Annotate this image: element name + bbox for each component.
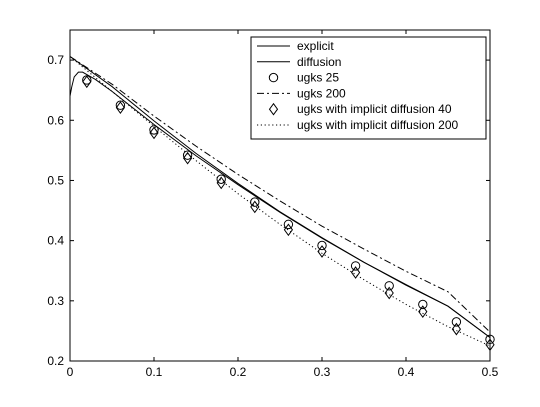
series-layer [69, 56, 495, 352]
legend-box [250, 36, 487, 140]
data-point-diamond [250, 200, 260, 214]
data-point-circle [115, 100, 126, 110]
data-point-circle [350, 261, 361, 271]
series-line-diffusion [69, 56, 491, 338]
data-point-diamond [216, 176, 226, 190]
x-tick-label: 0.5 [482, 365, 499, 379]
legend-item-explicit: explicit [257, 39, 334, 53]
y-tick-label: 0.5 [47, 173, 64, 187]
tick-layer: 0 0.1 0.2 0.3 0.4 0.5 0.2 0.3 0.4 0.5 0.6 0.7 [47, 30, 499, 379]
x-tick-label: 0.1 [146, 365, 163, 379]
data-point-diamond [418, 305, 428, 319]
x-tick-label: 0.3 [314, 365, 331, 379]
legend-item-ugks-25: ugks 25 [268, 71, 339, 85]
y-tick-label: 0.3 [47, 294, 64, 308]
data-point-diamond [283, 223, 294, 237]
data-point-diamond [350, 266, 361, 279]
data-point-circle [317, 240, 327, 251]
legend-label: explicit [297, 39, 334, 53]
x-tick-label: 0.2 [230, 365, 247, 379]
legend-label: diffusion [297, 55, 341, 69]
data-point-circle [182, 150, 193, 160]
legend-swatch-diamond [268, 102, 279, 116]
legend-item-diffusion: diffusion [257, 55, 341, 69]
y-tick-label: 0.4 [47, 234, 64, 248]
series-diffusion [69, 56, 491, 338]
y-tick-label: 0.7 [47, 53, 64, 67]
data-point-diamond [384, 286, 394, 300]
data-point-diamond [115, 101, 126, 114]
data-point-diamond [149, 126, 159, 140]
x-tick-label: 0.4 [398, 365, 415, 379]
legend-label: ugks 200 [297, 86, 346, 100]
series-ugks-200 [69, 56, 491, 333]
data-point-circle [384, 281, 394, 291]
series-ugks-with-implicit-diffusion-40 [82, 75, 495, 352]
y-tick-label: 0.6 [47, 113, 64, 127]
legend-item-ugks-200: ugks 200 [257, 86, 346, 100]
data-point-circle [216, 174, 226, 184]
legend-label: ugks with implicit diffusion 200 [297, 118, 459, 132]
data-point-circle [250, 197, 260, 207]
legend-item-ugks-with-implicit-diffusion-40: ugks with implicit diffusion 40 [268, 102, 452, 116]
legend-item-ugks-with-implicit-diffusion-200: ugks with implicit diffusion 200 [257, 118, 459, 132]
series-line-ugks-with-implicit-diffusion-200 [69, 56, 491, 347]
y-tick-label: 0.2 [47, 354, 64, 368]
legend-swatch-circle [268, 72, 279, 83]
plot-area-frame [69, 29, 491, 362]
series-line-ugks-200 [69, 56, 491, 333]
legend-label: ugks 25 [297, 71, 339, 85]
data-point-circle [283, 219, 294, 230]
data-point-diamond [317, 245, 327, 258]
data-point-circle [451, 317, 462, 327]
data-point-circle [418, 299, 428, 310]
data-point-diamond [82, 75, 92, 89]
legend-label: ugks with implicit diffusion 40 [297, 102, 452, 116]
x-tick-label: 0 [67, 365, 74, 379]
series-ugks-with-implicit-diffusion-200 [69, 56, 491, 347]
data-point-diamond [451, 322, 462, 336]
